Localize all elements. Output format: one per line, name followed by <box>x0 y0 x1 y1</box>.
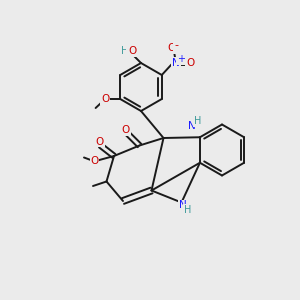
Text: H: H <box>121 46 128 56</box>
Text: H: H <box>184 205 191 215</box>
Text: H: H <box>194 116 201 127</box>
Text: O: O <box>129 46 137 56</box>
Text: O: O <box>122 125 130 135</box>
Text: O: O <box>95 136 104 147</box>
Text: O: O <box>186 58 194 68</box>
Text: -: - <box>174 40 178 50</box>
Text: N: N <box>188 121 195 131</box>
Text: N: N <box>172 58 180 68</box>
Text: O: O <box>167 43 175 53</box>
Text: O: O <box>101 94 109 104</box>
Text: N: N <box>178 200 186 211</box>
Text: O: O <box>90 156 99 167</box>
Text: +: + <box>177 54 185 64</box>
Text: -: - <box>127 46 131 56</box>
